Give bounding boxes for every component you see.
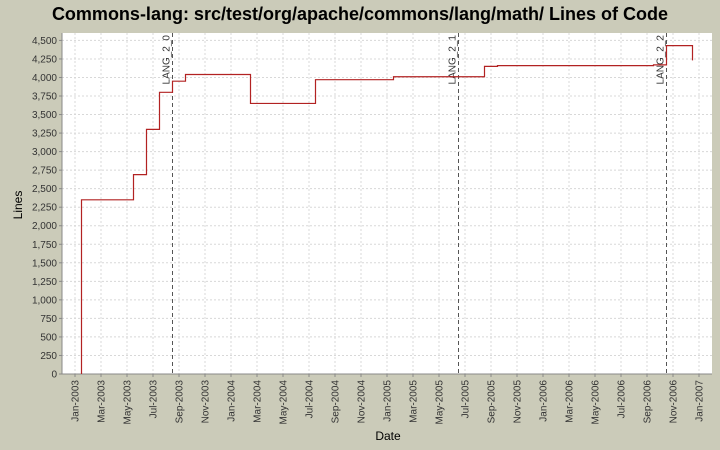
x-tick-label: Mar-2004: [253, 380, 264, 423]
y-tick-label: 3,250: [32, 129, 57, 140]
y-tick-label: 250: [40, 351, 57, 362]
x-tick-label: Jan-2007: [695, 380, 706, 422]
x-tick-label: Jan-2005: [383, 380, 394, 422]
y-tick-label: 4,250: [32, 54, 57, 65]
y-tick-label: 2,750: [32, 166, 57, 177]
y-tick-label: 3,000: [32, 147, 57, 158]
y-tick-label: 1,000: [32, 295, 57, 306]
x-tick-label: Nov-2004: [357, 380, 368, 424]
x-tick-label: Mar-2005: [409, 380, 420, 423]
x-tick-label: Jan-2004: [227, 380, 238, 422]
marker-label: LANG_2_0: [162, 35, 173, 85]
y-axis-label: Lines: [11, 191, 25, 220]
x-tick-label: Mar-2006: [565, 380, 576, 423]
x-tick-label: Nov-2003: [201, 380, 212, 424]
y-tick-label: 4,500: [32, 36, 57, 47]
y-tick-label: 1,750: [32, 240, 57, 251]
marker-label: LANG_2_2: [656, 35, 667, 85]
y-tick-label: 0: [51, 370, 57, 381]
x-tick-label: May-2004: [279, 380, 290, 425]
x-tick-label: Jan-2003: [71, 380, 82, 422]
x-tick-label: Jul-2003: [149, 380, 160, 419]
x-tick-label: May-2005: [435, 380, 446, 425]
x-tick-label: Sep-2005: [487, 380, 498, 424]
x-tick-label: Jul-2004: [305, 380, 316, 419]
marker-label: LANG_2_1: [448, 35, 459, 85]
y-tick-label: 3,750: [32, 92, 57, 103]
x-tick-label: May-2006: [591, 380, 602, 425]
x-tick-label: Nov-2006: [669, 380, 680, 424]
y-tick-label: 4,000: [32, 73, 57, 84]
x-tick-label: Sep-2003: [175, 380, 186, 424]
x-tick-label: Sep-2004: [331, 380, 342, 424]
y-tick-label: 3,500: [32, 110, 57, 121]
chart-title: Commons-lang: src/test/org/apache/common…: [52, 4, 668, 24]
y-tick-label: 500: [40, 332, 57, 343]
x-tick-label: Sep-2006: [643, 380, 654, 424]
x-tick-label: May-2003: [123, 380, 134, 425]
data-line: [80, 45, 694, 374]
y-tick-label: 1,250: [32, 277, 57, 288]
y-tick-label: 2,000: [32, 221, 57, 232]
x-tick-label: Jul-2006: [617, 380, 628, 419]
x-tick-label: Nov-2005: [513, 380, 524, 424]
y-tick-label: 750: [40, 314, 57, 325]
x-tick-label: Mar-2003: [97, 380, 108, 423]
x-tick-label: Jul-2005: [461, 380, 472, 419]
x-axis-label: Date: [375, 429, 401, 443]
y-tick-label: 2,250: [32, 203, 57, 214]
y-tick-label: 1,500: [32, 258, 57, 269]
x-tick-label: Jan-2006: [539, 380, 550, 422]
y-tick-label: 2,500: [32, 184, 57, 195]
